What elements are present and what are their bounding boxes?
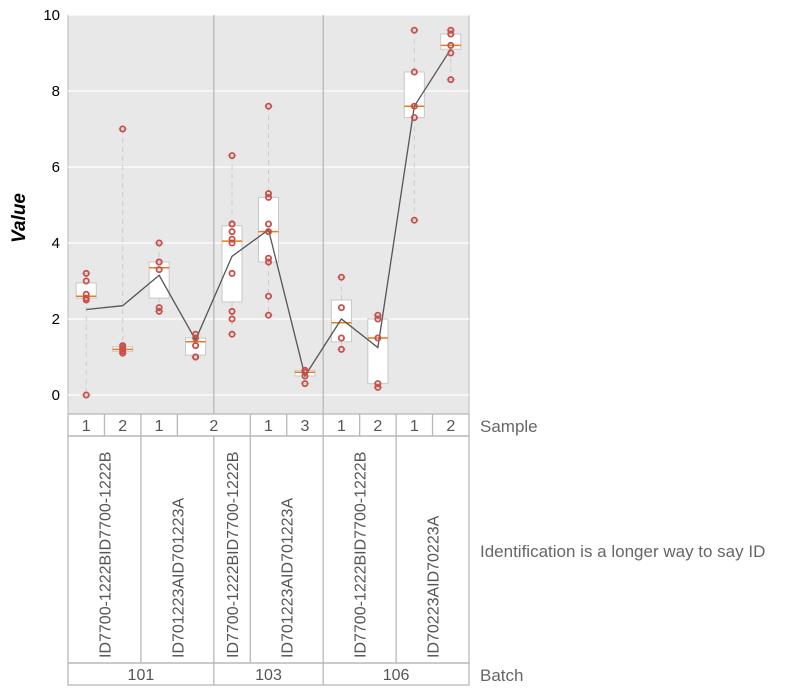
data-point (264, 258, 272, 266)
data-point (119, 125, 127, 133)
sample-label: 3 (301, 418, 310, 435)
data-point (264, 193, 272, 201)
data-point (155, 266, 163, 274)
batch-label: 101 (128, 667, 155, 684)
batch-label: 103 (255, 667, 282, 684)
y-tick-label: 6 (52, 159, 60, 176)
sample-label: 2 (446, 418, 455, 435)
data-point (264, 220, 272, 228)
y-tick-label: 0 (52, 387, 60, 404)
data-point (192, 330, 200, 338)
data-point (374, 383, 382, 391)
data-point (228, 235, 236, 243)
sample-label: 1 (155, 418, 164, 435)
identification-label: ID7700-1222BID7700-1222B (97, 452, 114, 658)
data-point (410, 216, 418, 224)
data-point (192, 342, 200, 350)
data-point (155, 307, 163, 315)
data-point (410, 114, 418, 122)
sample-label: 2 (118, 418, 127, 435)
data-point (337, 334, 345, 342)
sample-label: 2 (209, 418, 218, 435)
box (367, 318, 389, 385)
data-point (410, 26, 418, 34)
identification-label: ID701223AID701223A (280, 498, 297, 658)
data-point (264, 311, 272, 319)
grid-layer (68, 14, 469, 396)
data-point (82, 391, 90, 399)
y-tick-label: 4 (52, 235, 60, 252)
table-row-border (67, 435, 470, 664)
data-point (447, 76, 455, 84)
data-point (447, 26, 455, 34)
data-point (264, 190, 272, 198)
batch-label: 106 (383, 667, 410, 684)
data-point (228, 307, 236, 315)
data-point (374, 315, 382, 323)
data-point (228, 152, 236, 160)
data-point (374, 380, 382, 388)
sample-label: 1 (410, 418, 419, 435)
row-label-batch: Batch (480, 666, 523, 685)
sample-label: 1 (82, 418, 91, 435)
data-point (264, 292, 272, 300)
table-row-border (67, 662, 470, 686)
data-point (192, 334, 200, 342)
data-point (264, 228, 272, 236)
data-point (155, 304, 163, 312)
data-point (410, 68, 418, 76)
row-label-sample: Sample (480, 417, 538, 436)
identification-label: ID70223AID70223A (426, 515, 443, 658)
y-tick-label: 10 (43, 7, 60, 24)
box-layer (75, 33, 462, 385)
y-axis-label: Value (9, 193, 30, 243)
data-point (301, 366, 309, 374)
data-point (228, 269, 236, 277)
sample-label: 1 (337, 418, 346, 435)
data-point (192, 353, 200, 361)
data-point (82, 277, 90, 285)
data-point (337, 304, 345, 312)
data-point (374, 334, 382, 342)
data-point (155, 258, 163, 266)
data-point (337, 273, 345, 281)
data-point (264, 254, 272, 262)
sample-label: 2 (373, 418, 382, 435)
data-point (82, 269, 90, 277)
data-point (447, 49, 455, 57)
identification-label: ID7700-1222BID7700-1222B (225, 452, 242, 658)
y-tick-labels: 0 2 4 6 8 10 (43, 7, 60, 404)
point-layer (82, 26, 455, 399)
sample-label: 1 (264, 418, 273, 435)
data-point (228, 315, 236, 323)
y-tick-label: 8 (52, 83, 60, 100)
data-point (374, 311, 382, 319)
identification-label: ID701223AID701223A (170, 498, 187, 658)
identification-label: ID7700-1222BID7700-1222B (353, 452, 370, 658)
data-point (228, 220, 236, 228)
data-point (228, 228, 236, 236)
data-point (410, 102, 418, 110)
data-point (264, 102, 272, 110)
box (330, 299, 352, 343)
data-point (337, 345, 345, 353)
data-point (447, 41, 455, 49)
box (148, 261, 170, 299)
data-point (119, 342, 127, 350)
row-label-identification: Identification is a longer way to say ID (480, 542, 765, 561)
y-tick-label: 2 (52, 311, 60, 328)
data-point (228, 239, 236, 247)
data-point (301, 380, 309, 388)
data-point (228, 330, 236, 338)
data-point (82, 294, 90, 302)
data-point (155, 239, 163, 247)
data-point (447, 30, 455, 38)
data-point (82, 290, 90, 298)
